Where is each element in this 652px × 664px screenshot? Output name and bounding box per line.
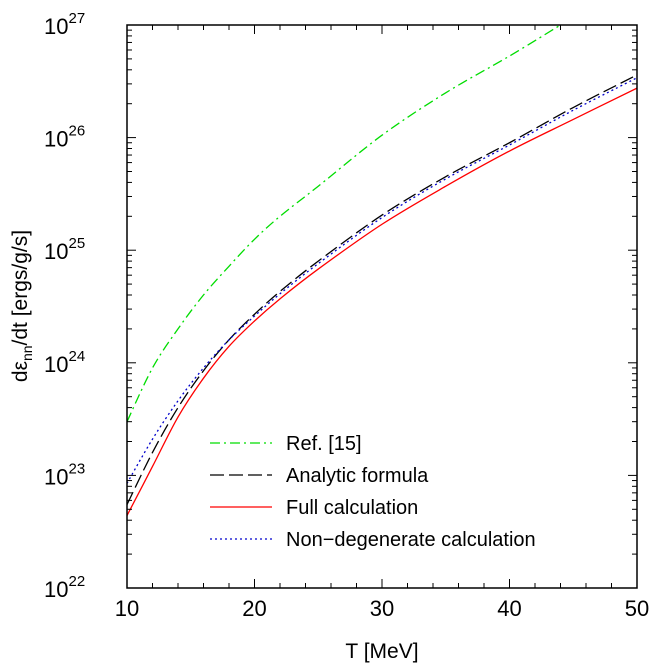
y-tick-label: 1022 [44, 573, 85, 602]
series-layer [127, 25, 637, 516]
x-tick-label: 20 [242, 596, 266, 621]
legend-label-1: Analytic formula [286, 465, 429, 487]
legend-label-0: Ref. [15] [286, 433, 362, 455]
series-line-1 [127, 74, 637, 505]
y-tick-label: 1023 [44, 460, 85, 489]
x-tick-label: 40 [497, 596, 521, 621]
ticks-layer [126, 24, 638, 589]
legend: Ref. [15] Analytic formula Full calculatio… [210, 433, 536, 551]
y-tick-label: 1027 [44, 10, 85, 39]
x-axis-title: T [MeV] [345, 640, 418, 663]
series-line-0 [127, 25, 561, 422]
labels-layer: 10 20 30 40 50 1022 1023 1024 1025 1026 1027 [44, 10, 649, 621]
x-tick-label: 10 [115, 596, 139, 621]
y-tick-label: 1025 [44, 235, 85, 264]
series-line-3 [127, 77, 637, 484]
legend-label-3: Non−degenerate calculation [286, 529, 536, 551]
series-line-2 [127, 87, 637, 516]
x-tick-label: 50 [625, 596, 649, 621]
y-tick-label: 1026 [44, 123, 85, 152]
y-tick-label: 1024 [44, 348, 85, 377]
y-axis-title-prefix: dε [9, 361, 32, 382]
y-axis-title-suffix: /dt [ergs/g/s] [9, 230, 32, 346]
legend-label-2: Full calculation [286, 497, 418, 519]
x-tick-label: 30 [370, 596, 394, 621]
y-axis-title-subscript: nn [19, 345, 35, 361]
y-axis-title: dεnn/dt [ergs/g/s] [9, 230, 35, 382]
